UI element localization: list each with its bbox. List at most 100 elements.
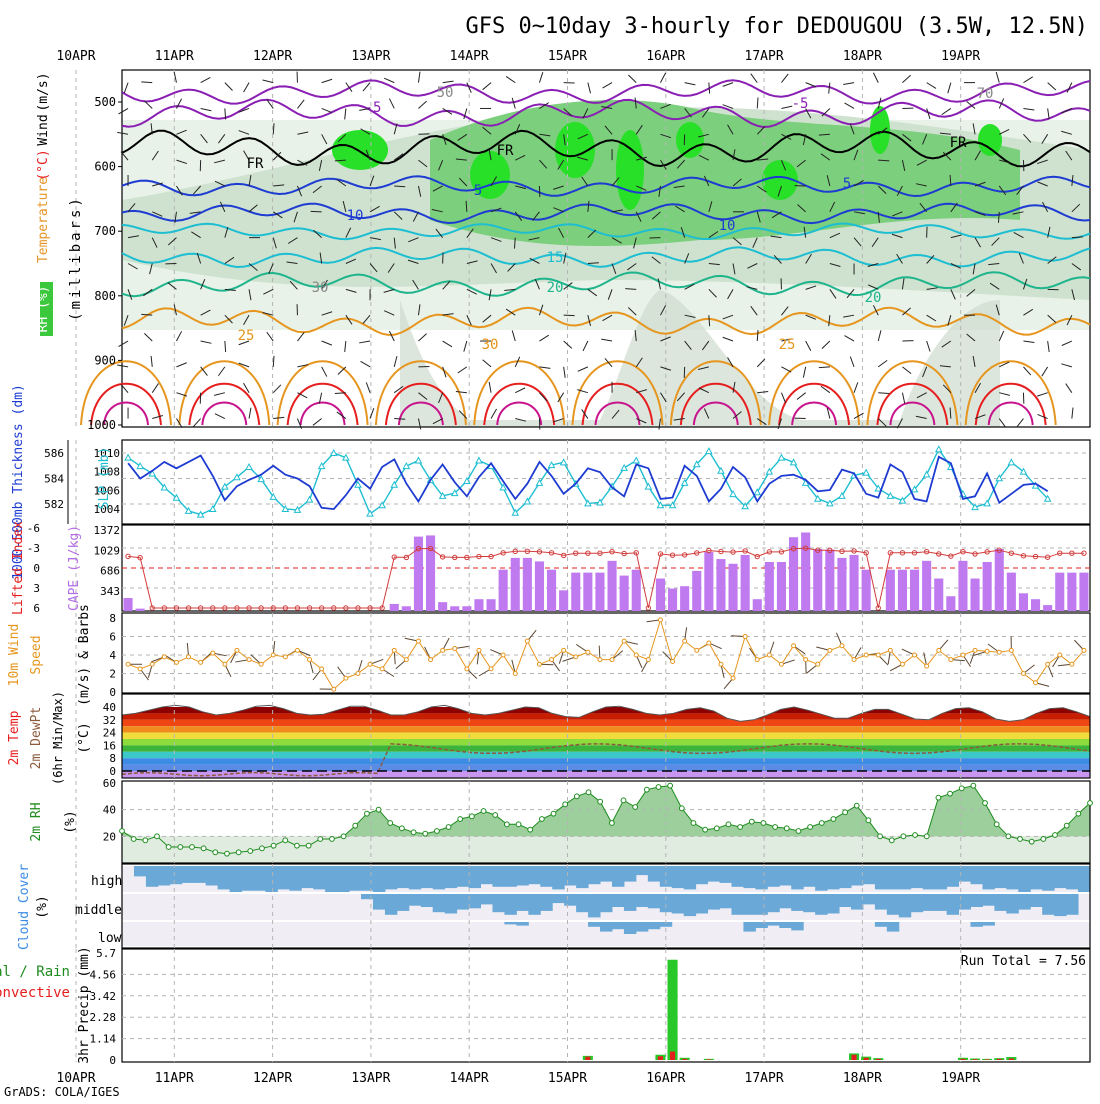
- cloud-cell: [433, 894, 445, 912]
- cloud-cell: [313, 866, 325, 889]
- wind-speed-point: [126, 662, 130, 666]
- date-label-top: 16APR: [646, 49, 685, 64]
- cloud-cell: [182, 866, 194, 883]
- slp-point: [706, 448, 712, 454]
- cloud-cell: [516, 894, 528, 911]
- cape-bar: [462, 606, 471, 611]
- cape-bar: [837, 558, 846, 611]
- rh-point: [901, 834, 906, 839]
- cape-bar: [1007, 573, 1016, 611]
- cape-bar: [1079, 573, 1088, 611]
- cloud-cell: [720, 894, 732, 908]
- precip-convective-bar: [876, 1059, 881, 1060]
- wind-speed-point: [138, 667, 142, 671]
- precip-total-bar: [668, 960, 678, 1060]
- wind-speed-point: [392, 648, 396, 652]
- cape-bar: [825, 550, 834, 611]
- precip-convective-bar: [997, 1059, 1002, 1060]
- rh-point: [469, 814, 474, 819]
- cape-bar: [487, 599, 496, 611]
- cape-bar: [704, 552, 713, 611]
- rh-point: [1053, 833, 1058, 838]
- wind-tick-label: 2: [109, 668, 116, 681]
- cape-bar: [777, 562, 786, 611]
- cloud-cell: [552, 894, 564, 903]
- rh-area: [122, 786, 1090, 837]
- cloud-cell: [731, 866, 743, 887]
- rh-point: [738, 825, 743, 830]
- slp-point: [936, 446, 942, 452]
- cape-bar: [668, 589, 677, 611]
- cloud-cell: [1054, 894, 1066, 916]
- cloud-cell: [492, 894, 504, 912]
- wind-speed-point: [925, 664, 929, 668]
- wind-speed-point: [199, 660, 203, 664]
- precip-tick-label: 5.7: [96, 947, 116, 960]
- rh-point: [539, 817, 544, 822]
- cape-bar: [1067, 573, 1076, 611]
- pressure-tick-label: 800: [94, 289, 116, 303]
- cloud-cell: [576, 866, 588, 888]
- cloud-cell: [564, 894, 576, 906]
- cape-bar: [862, 570, 871, 611]
- cape-tick-label: 686: [100, 565, 120, 578]
- contour-label: 5: [843, 176, 851, 192]
- wind-speed-point: [501, 653, 505, 657]
- wind-speed-point: [574, 655, 578, 659]
- cloud-cell: [1066, 894, 1078, 915]
- wind-speed-point: [840, 644, 844, 648]
- rh-point: [516, 822, 521, 827]
- wind-speed-point: [683, 639, 687, 643]
- pressure-tick-label: 1000: [87, 418, 116, 432]
- rh-point: [819, 821, 824, 826]
- wind-axis-label: 10m Wind: [7, 624, 22, 687]
- cloud-cell: [361, 894, 373, 899]
- cloud-cell: [600, 922, 612, 932]
- rh-point: [388, 821, 393, 826]
- rh-patch-max: [332, 130, 388, 170]
- wind-speed-point: [719, 662, 723, 666]
- wind-speed-point: [888, 648, 892, 652]
- rh-point: [808, 825, 813, 830]
- footer-credit: GrADS: COLA/IGES: [4, 1085, 120, 1099]
- cloud-cell: [708, 866, 720, 882]
- cloud-cell: [839, 894, 851, 907]
- cloud-cell: [863, 866, 875, 884]
- wind-speed-point: [598, 658, 602, 662]
- cape-bar: [474, 599, 483, 611]
- cloud-cell: [624, 894, 636, 911]
- cloud-cell: [301, 866, 313, 888]
- wind-speed-point: [622, 639, 626, 643]
- rh-point: [236, 850, 241, 855]
- date-label-bottom: 19APR: [941, 1071, 980, 1086]
- date-label-bottom: 10APR: [56, 1071, 95, 1086]
- wind-speed-point: [997, 650, 1001, 654]
- wind-speed-point: [308, 658, 312, 662]
- wind-speed-point: [816, 662, 820, 666]
- thickness-tick-label: 584: [44, 473, 64, 486]
- precip-convective-bar: [706, 1059, 711, 1060]
- cloud-cell: [242, 866, 254, 891]
- temp-bands: [122, 707, 1090, 777]
- rh-patch-max: [978, 124, 1002, 156]
- cape-bar: [946, 596, 955, 611]
- contour-label: 5: [474, 183, 482, 199]
- cape-bar: [523, 558, 532, 611]
- cloud-cell: [827, 866, 839, 889]
- cloud-cell: [755, 866, 767, 889]
- rh-point: [633, 805, 638, 810]
- wind-axis-label: Wind: [36, 114, 51, 145]
- contour-label: 10: [347, 208, 364, 224]
- wind-speed-point: [913, 653, 917, 657]
- wind-speed-point: [671, 659, 675, 663]
- thickness-tick-label: 586: [44, 447, 64, 460]
- rh-point: [796, 829, 801, 834]
- cloud-level-label: low: [98, 931, 122, 946]
- cloud-cell: [791, 894, 803, 911]
- cloud-cell: [528, 894, 540, 915]
- temp-tick-label: 40: [103, 701, 116, 714]
- rh-point: [971, 783, 976, 788]
- cape-bar: [402, 606, 411, 611]
- cloud-cell: [1018, 866, 1030, 892]
- cape-bar: [765, 562, 774, 611]
